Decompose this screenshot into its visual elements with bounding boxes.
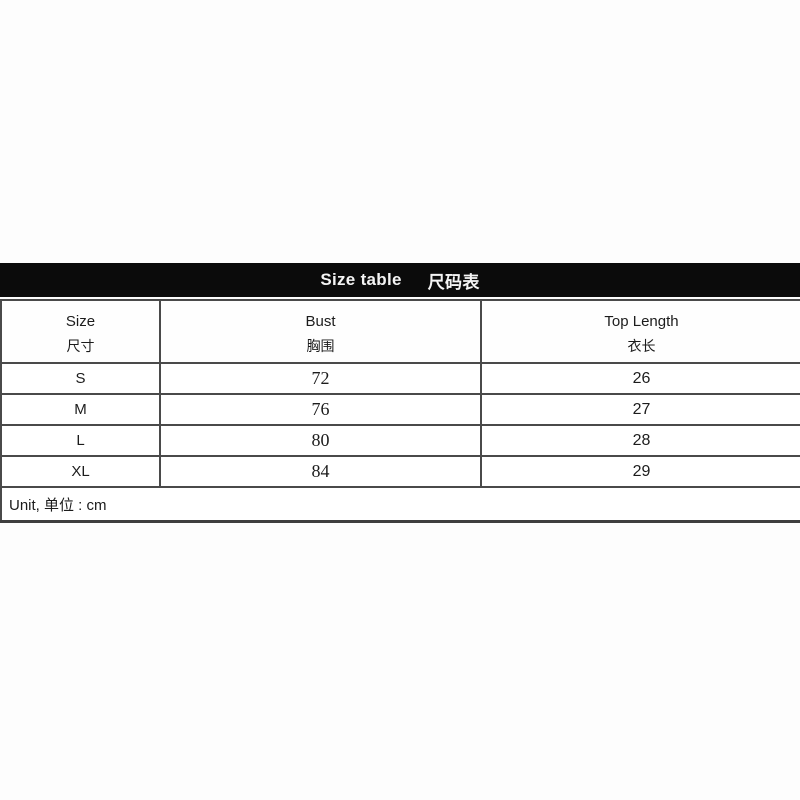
size-table: Size 尺寸 Bust 胸围 Top Length 衣长 S 72 2 <box>0 299 800 523</box>
table-title-zh: 尺码表 <box>427 272 480 292</box>
cell-size-xl: XL <box>0 455 161 488</box>
cell-size-s: S <box>0 362 161 395</box>
table-row-m: M 76 27 <box>0 393 800 426</box>
cell-size-m: M <box>0 393 161 426</box>
cell-size-l: L <box>0 424 161 457</box>
cell-bust-l: 80 <box>159 424 482 457</box>
cell-top-length-s: 26 <box>480 362 800 395</box>
column-header-size: Size 尺寸 <box>0 299 161 364</box>
column-header-top-length-zh: 衣长 <box>627 337 656 354</box>
cell-top-length-l: 28 <box>480 424 800 457</box>
column-header-bust: Bust 胸围 <box>159 299 482 364</box>
table-row-l: L 80 28 <box>0 424 800 457</box>
cell-top-length-m: 27 <box>480 393 800 426</box>
column-header-top-length-en: Top Length <box>604 312 679 330</box>
column-header-top-length: Top Length 衣长 <box>480 299 800 364</box>
column-header-bust-en: Bust <box>305 312 336 330</box>
size-chart-block: Size table 尺码表 Size 尺寸 Bust 胸围 <box>0 263 800 523</box>
cell-bust-m: 76 <box>159 393 482 426</box>
cell-bust-s: 72 <box>159 362 482 395</box>
table-title-en: Size table <box>320 270 402 289</box>
unit-note: Unit, 单位 : cm <box>0 486 800 523</box>
cell-top-length-xl: 29 <box>480 455 800 488</box>
column-header-size-en: Size <box>65 312 96 330</box>
table-title-bar: Size table 尺码表 <box>0 263 800 297</box>
column-header-size-zh: 尺寸 <box>66 337 95 354</box>
cell-bust-xl: 84 <box>159 455 482 488</box>
table-row-s: S 72 26 <box>0 362 800 395</box>
table-row-xl: XL 84 29 <box>0 455 800 488</box>
table-footer-row: Unit, 单位 : cm <box>0 486 800 523</box>
column-header-bust-zh: 胸围 <box>306 337 335 354</box>
table-header-row: Size 尺寸 Bust 胸围 Top Length 衣长 <box>0 299 800 364</box>
